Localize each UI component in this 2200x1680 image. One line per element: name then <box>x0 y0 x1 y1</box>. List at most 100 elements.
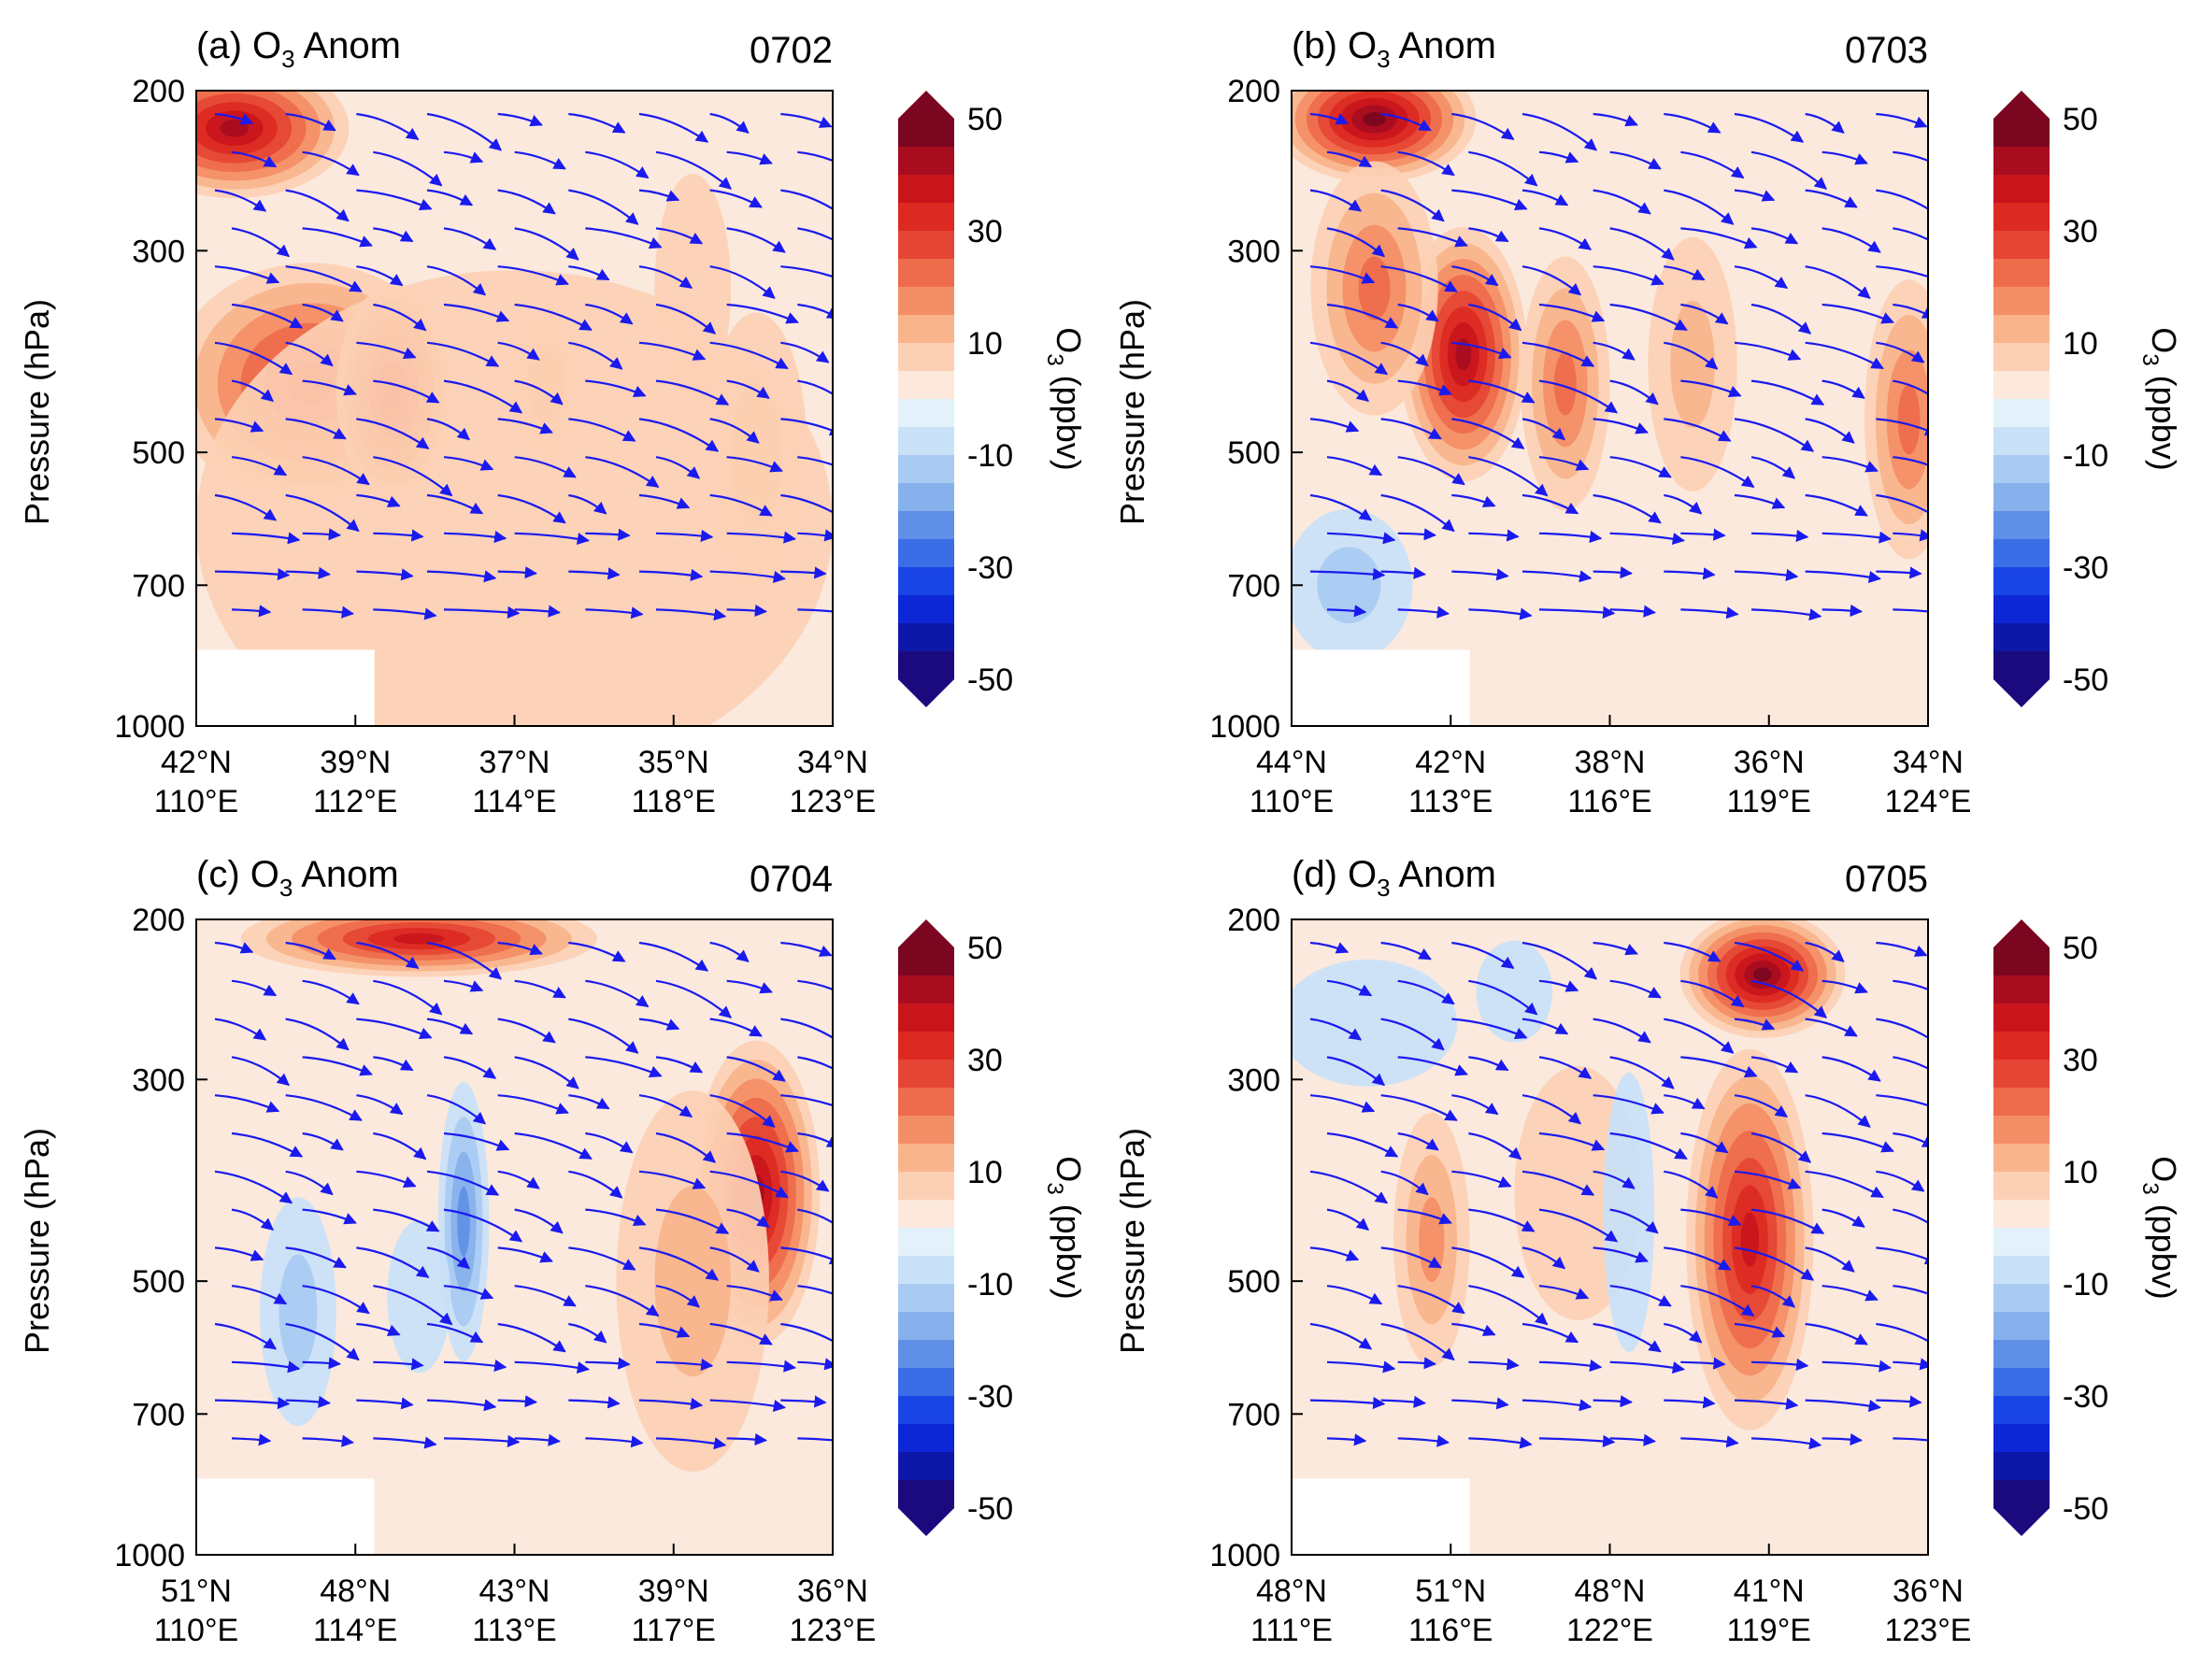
colorbar-segment <box>1993 399 2050 428</box>
wind-vector <box>1734 568 1799 581</box>
wind-vector <box>356 418 430 449</box>
colorbar-segment <box>1993 1480 2050 1509</box>
wind-vector <box>1821 456 1879 473</box>
wind-vector <box>1538 379 1619 414</box>
wind-vector <box>1397 150 1455 177</box>
y-tick-label: 200 <box>132 74 185 109</box>
wind-vector <box>1821 227 1881 253</box>
wind-vector <box>1538 150 1579 164</box>
wind-vector <box>780 341 830 363</box>
wind-vector <box>709 1322 773 1345</box>
wind-vector <box>585 227 663 249</box>
wind-vector <box>726 456 783 473</box>
wind-vector <box>1680 1435 1739 1448</box>
wind-vector <box>1609 1360 1685 1374</box>
wind-vector <box>426 418 471 441</box>
wind-vector <box>568 1170 623 1199</box>
panel-title-suffix: Anom <box>293 854 398 895</box>
colorbar-segment <box>1993 1424 2050 1453</box>
colorbar-segment <box>898 1284 954 1313</box>
wind-vector <box>356 1397 414 1410</box>
wind-vector <box>1451 189 1528 211</box>
wind-vector <box>638 418 720 452</box>
y-axis-label: Pressure (hPa) <box>1113 299 1151 525</box>
wind-vector <box>1309 567 1386 581</box>
wind-vector <box>285 112 336 132</box>
wind-vector <box>1451 265 1499 287</box>
wind-vector <box>1750 1208 1825 1234</box>
wind-vector <box>568 341 623 370</box>
ozone-anomaly-contour <box>654 1186 732 1377</box>
colorbar-segment <box>1993 483 2050 512</box>
wind-vector <box>780 189 833 218</box>
wind-vector <box>1680 1357 1726 1370</box>
colorbar-segment <box>898 1060 954 1089</box>
wind-vector <box>443 979 484 992</box>
ozone-anomaly-contour <box>1317 547 1381 624</box>
colorbar-segment <box>1993 975 2050 1004</box>
wind-vector <box>1750 1358 1809 1371</box>
wind-vector <box>231 1208 275 1232</box>
wind-vector <box>1805 265 1871 299</box>
colorbar-tick-label: -30 <box>2063 1379 2108 1415</box>
wind-vector <box>1397 1285 1465 1315</box>
wind-vector <box>709 1170 789 1199</box>
wind-vector <box>302 1285 370 1315</box>
colorbar-tick-label: -30 <box>967 1379 1013 1415</box>
panel-title-prefix: (c) O <box>196 854 279 895</box>
x-tick-label-lat: 42°N <box>161 745 232 780</box>
wind-vector <box>1664 1094 1706 1110</box>
wind-vector <box>1538 456 1590 471</box>
wind-vector <box>1380 566 1426 579</box>
wind-vector <box>1664 1246 1732 1271</box>
wind-vector <box>655 1285 701 1308</box>
wind-vector <box>797 608 833 613</box>
wind-vector <box>373 607 437 620</box>
wind-vector <box>726 303 799 324</box>
colorbar-tick-label: -30 <box>967 550 1013 586</box>
colorbar-segment <box>898 1144 954 1173</box>
panel-title: (c) O3 Anom <box>196 854 399 902</box>
wind-vector <box>655 303 717 335</box>
colorbar-label-base: O <box>2145 1156 2183 1182</box>
wind-vector <box>1309 341 1389 376</box>
colorbar-segment <box>1993 287 2050 316</box>
wind-vector <box>373 303 427 332</box>
wind-vector <box>1609 456 1672 478</box>
wind-vector <box>655 979 733 1018</box>
wind-vector <box>285 941 336 961</box>
wind-vector <box>285 341 334 367</box>
wind-vector <box>302 979 360 1005</box>
wind-vector <box>443 227 497 250</box>
wind-vector <box>214 265 280 284</box>
wind-vector <box>638 1322 691 1338</box>
wind-vector <box>780 1322 833 1343</box>
y-tick-label: 200 <box>132 903 185 938</box>
wind-vector <box>1805 1170 1884 1199</box>
wind-vector <box>1664 265 1706 281</box>
colorbar-segment <box>1993 651 2050 680</box>
wind-vector <box>1326 227 1386 258</box>
ozone-anomaly-contour <box>1292 959 1458 1087</box>
colorbar-segment <box>898 1200 954 1229</box>
x-tick-label-lon: 110°E <box>154 1613 238 1648</box>
wind-vector <box>1468 456 1549 497</box>
wind-vector <box>426 1018 474 1035</box>
wind-vector <box>514 1208 564 1234</box>
wind-vector <box>655 1056 704 1074</box>
colorbar-segment <box>1993 1312 2050 1341</box>
wind-vector <box>1397 1357 1436 1370</box>
wind-vector <box>1468 227 1509 243</box>
wind-vector <box>1593 189 1651 215</box>
y-tick-label: 700 <box>132 568 185 604</box>
colorbar-segment <box>898 259 954 288</box>
colorbar-segment <box>898 1228 954 1257</box>
wind-vector <box>1876 418 1928 436</box>
wind-vector <box>497 1170 540 1189</box>
wind-vector <box>1326 379 1370 403</box>
colorbar-segment <box>898 1424 954 1453</box>
wind-vector <box>568 265 610 281</box>
wind-vector <box>1326 1433 1367 1446</box>
wind-vector <box>638 941 709 972</box>
